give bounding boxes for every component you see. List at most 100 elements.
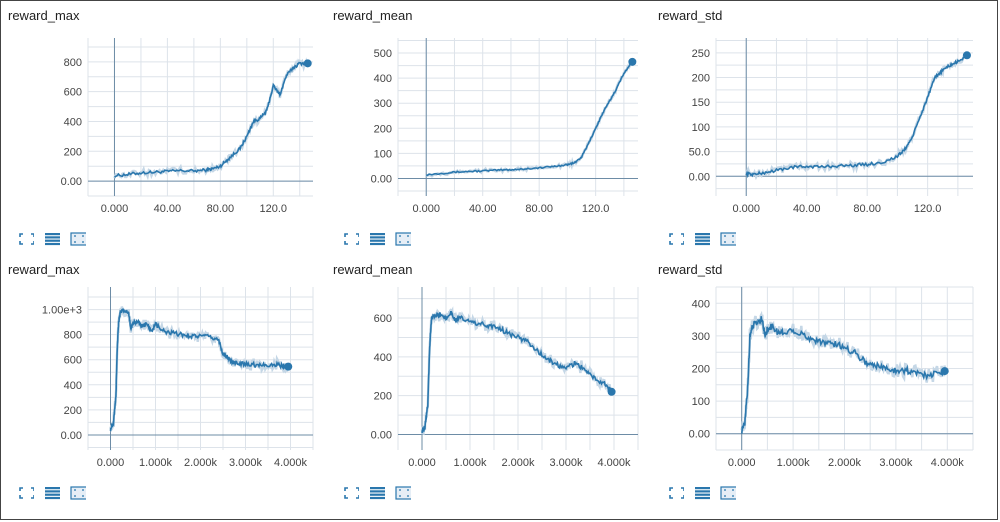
- series-end-point: [607, 387, 616, 396]
- raw-series-line: [113, 57, 309, 181]
- y-tick-label: 300: [374, 98, 392, 110]
- y-tick-label: 100: [692, 396, 710, 408]
- toggle-y-log-icon[interactable]: [369, 232, 385, 246]
- raw-series-line: [740, 310, 946, 432]
- chart-toolbar: [343, 232, 411, 246]
- chart-title: reward_std: [658, 262, 723, 277]
- smoothed-series-line: [426, 61, 633, 177]
- x-tick-label: 4.000k: [931, 457, 965, 469]
- chart-svg: 0.000 1.000k 2.000k 3.000k 4.000k 0.00 100 200 3…: [689, 286, 974, 469]
- y-tick-label: 0.00: [61, 176, 82, 188]
- y-tick-label: 0.00: [689, 171, 710, 183]
- fit-domain-icon[interactable]: [395, 486, 411, 500]
- expand-icon[interactable]: [18, 232, 34, 246]
- fit-domain-icon[interactable]: [720, 486, 736, 500]
- series-end-point: [303, 59, 312, 68]
- toggle-y-log-icon[interactable]: [44, 486, 60, 500]
- expand-icon[interactable]: [18, 486, 34, 500]
- chart-toolbar: [18, 486, 86, 500]
- y-tick-label: 100: [374, 148, 392, 160]
- x-tick-label: 120.0: [914, 203, 942, 215]
- x-tick-label: 40.00: [469, 203, 497, 215]
- x-tick-label: 0.000: [732, 203, 760, 215]
- y-tick-label: 600: [64, 355, 82, 367]
- chart-panel: reward_max 0.000 1.000k 2.000k 3.000k 4.000k 0…: [8, 262, 326, 472]
- chart-title: reward_max: [8, 8, 80, 23]
- chart-svg: 0.000 1.000k 2.000k 3.000k 4.000k 0.00 200 400 6…: [42, 287, 314, 469]
- x-tick-label: 2.000k: [184, 457, 218, 469]
- x-tick-label: 2.000k: [828, 457, 862, 469]
- y-tick-label: 0.00: [61, 430, 82, 442]
- x-tick-label: 80.00: [525, 203, 553, 215]
- chart-title: reward_mean: [333, 262, 413, 277]
- chart-svg: 0.000 40.00 80.00 120.0 0.00 50.0 100 150 200 250: [689, 38, 973, 215]
- y-tick-label: 400: [64, 380, 82, 392]
- y-tick-label: 0.00: [371, 173, 392, 185]
- y-tick-label: 200: [64, 405, 82, 417]
- y-tick-label: 250: [692, 48, 710, 60]
- y-tick-label: 1.00e+3: [42, 305, 82, 317]
- x-tick-label: 80.00: [853, 203, 881, 215]
- chart-panel: reward_std 0.000 40.00 80.00 120.0 0.00 50.0 10…: [658, 8, 978, 218]
- chart-title: reward_std: [658, 8, 723, 23]
- toggle-y-log-icon[interactable]: [694, 486, 710, 500]
- x-tick-label: 0.000: [412, 203, 440, 215]
- y-tick-label: 0.00: [371, 429, 392, 441]
- x-tick-label: 40.00: [793, 203, 821, 215]
- fit-domain-icon[interactable]: [395, 232, 411, 246]
- chart-panel: reward_mean 0.000 1.000k 2.000k 3.000k 4.000k…: [333, 262, 651, 472]
- y-tick-label: 200: [374, 123, 392, 135]
- x-tick-label: 0.000: [728, 457, 756, 469]
- y-tick-label: 100: [692, 122, 710, 134]
- y-tick-label: 0.00: [689, 429, 710, 441]
- toggle-y-log-icon[interactable]: [44, 232, 60, 246]
- chart-toolbar: [343, 486, 411, 500]
- x-tick-label: 80.00: [207, 203, 235, 215]
- smoothed-series-line: [745, 54, 968, 179]
- x-tick-label: 3.000k: [229, 457, 263, 469]
- x-tick-label: 120.0: [582, 203, 610, 215]
- toggle-y-log-icon[interactable]: [694, 232, 710, 246]
- chart-toolbar: [668, 486, 736, 500]
- y-tick-label: 200: [374, 391, 392, 403]
- x-tick-label: 0.000: [97, 457, 125, 469]
- expand-icon[interactable]: [343, 232, 359, 246]
- y-tick-label: 400: [692, 298, 710, 310]
- y-tick-label: 50.0: [689, 147, 710, 159]
- x-tick-label: 4.000k: [274, 457, 308, 469]
- chart-toolbar: [18, 232, 86, 246]
- smoothed-series-line: [740, 316, 946, 434]
- y-tick-label: 150: [692, 97, 710, 109]
- fit-domain-icon[interactable]: [720, 232, 736, 246]
- x-tick-label: 3.000k: [549, 457, 583, 469]
- expand-icon[interactable]: [668, 486, 684, 500]
- series-end-point: [940, 367, 949, 376]
- chart-svg: 0.000 40.00 80.00 120.0 0.00 100 200 300 400 500: [371, 38, 638, 215]
- x-tick-label: 2.000k: [501, 457, 535, 469]
- chart-panel: reward_max 0.000 40.00 80.00 120.0 0.00 200 400…: [8, 8, 326, 218]
- fit-domain-icon[interactable]: [70, 486, 86, 500]
- x-tick-label: 1.000k: [453, 457, 487, 469]
- x-tick-label: 3.000k: [879, 457, 913, 469]
- grid: [87, 287, 314, 450]
- y-tick-label: 200: [692, 73, 710, 85]
- y-tick-label: 300: [692, 331, 710, 343]
- y-tick-label: 400: [64, 116, 82, 128]
- y-tick-label: 200: [64, 146, 82, 158]
- y-tick-label: 400: [374, 73, 392, 85]
- series-end-point: [284, 362, 293, 371]
- x-tick-label: 120.0: [260, 203, 288, 215]
- smoothed-series-line: [421, 310, 613, 434]
- series-end-point: [628, 57, 637, 66]
- chart-panel: reward_std 0.000 1.000k 2.000k 3.000k 4.000k 0…: [658, 262, 978, 472]
- y-tick-label: 600: [374, 313, 392, 325]
- y-tick-label: 600: [64, 87, 82, 99]
- expand-icon[interactable]: [343, 486, 359, 500]
- toggle-y-log-icon[interactable]: [369, 486, 385, 500]
- expand-icon[interactable]: [668, 232, 684, 246]
- x-tick-label: 40.00: [154, 203, 182, 215]
- y-tick-label: 400: [374, 352, 392, 364]
- x-tick-label: 4.000k: [597, 457, 631, 469]
- fit-domain-icon[interactable]: [70, 232, 86, 246]
- y-tick-label: 200: [692, 364, 710, 376]
